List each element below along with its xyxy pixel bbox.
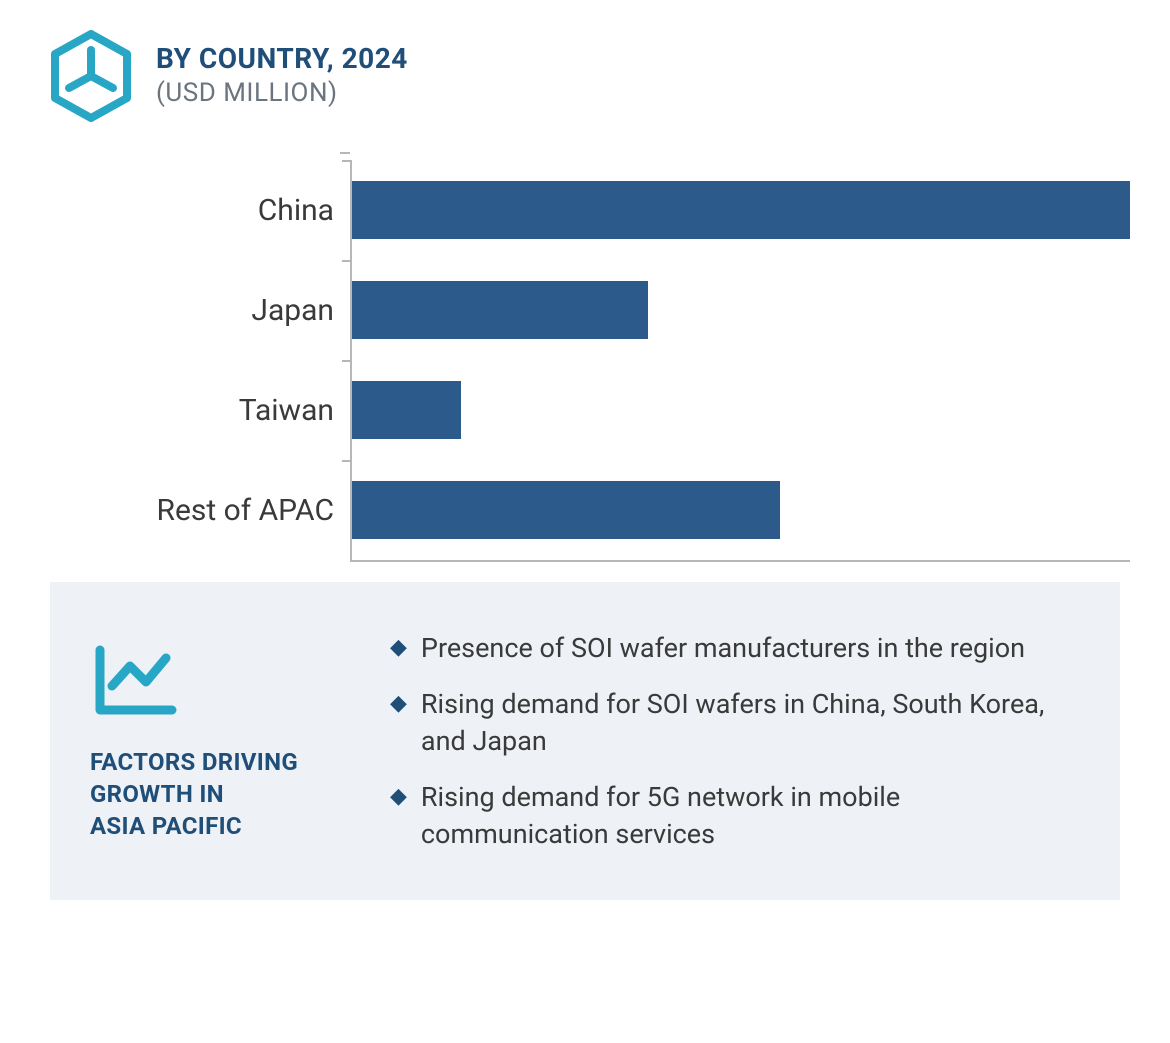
bar-chart: ChinaJapanTaiwanRest of APAC xyxy=(350,152,1120,562)
bar-row: China xyxy=(352,160,1130,260)
factor-text: Rising demand for SOI wafers in China, S… xyxy=(421,686,1080,759)
hex-cube-icon xyxy=(50,30,132,122)
bar xyxy=(352,281,648,339)
factors-panel: FACTORS DRIVING GROWTH IN ASIA PACIFIC ◆… xyxy=(50,582,1120,900)
chart-title: BY COUNTRY, 2024 xyxy=(156,41,408,77)
factor-item: ◆Rising demand for SOI wafers in China, … xyxy=(390,686,1080,759)
bar xyxy=(352,381,461,439)
chart-subtitle: (USD MILLION) xyxy=(156,77,408,111)
diamond-bullet-icon: ◆ xyxy=(390,630,407,666)
factor-item: ◆Rising demand for 5G network in mobile … xyxy=(390,779,1080,852)
factor-item: ◆ Presence of SOI wafer manufacturers in … xyxy=(390,630,1080,666)
bar-label: China xyxy=(258,193,352,228)
bar-row: Rest of APAC xyxy=(352,460,1130,560)
diamond-bullet-icon: ◆ xyxy=(390,686,407,759)
growth-chart-icon xyxy=(90,640,180,720)
factors-list: ◆ Presence of SOI wafer manufacturers in … xyxy=(390,630,1080,852)
factor-text: Rising demand for 5G network in mobile c… xyxy=(421,779,1080,852)
bar-label: Taiwan xyxy=(239,393,352,428)
bar-label: Rest of APAC xyxy=(156,493,352,528)
bar xyxy=(352,481,780,539)
bar-row: Taiwan xyxy=(352,360,1130,460)
diamond-bullet-icon: ◆ xyxy=(390,779,407,852)
factor-text: Presence of SOI wafer manufacturers in t… xyxy=(421,630,1025,666)
header: BY COUNTRY, 2024 (USD MILLION) xyxy=(50,30,1120,122)
bar-label: Japan xyxy=(251,293,352,328)
factors-title: FACTORS DRIVING GROWTH IN ASIA PACIFIC xyxy=(90,746,350,843)
bar xyxy=(352,181,1130,239)
title-block: BY COUNTRY, 2024 (USD MILLION) xyxy=(156,41,408,111)
bar-row: Japan xyxy=(352,260,1130,360)
factors-header: FACTORS DRIVING GROWTH IN ASIA PACIFIC xyxy=(90,640,350,843)
